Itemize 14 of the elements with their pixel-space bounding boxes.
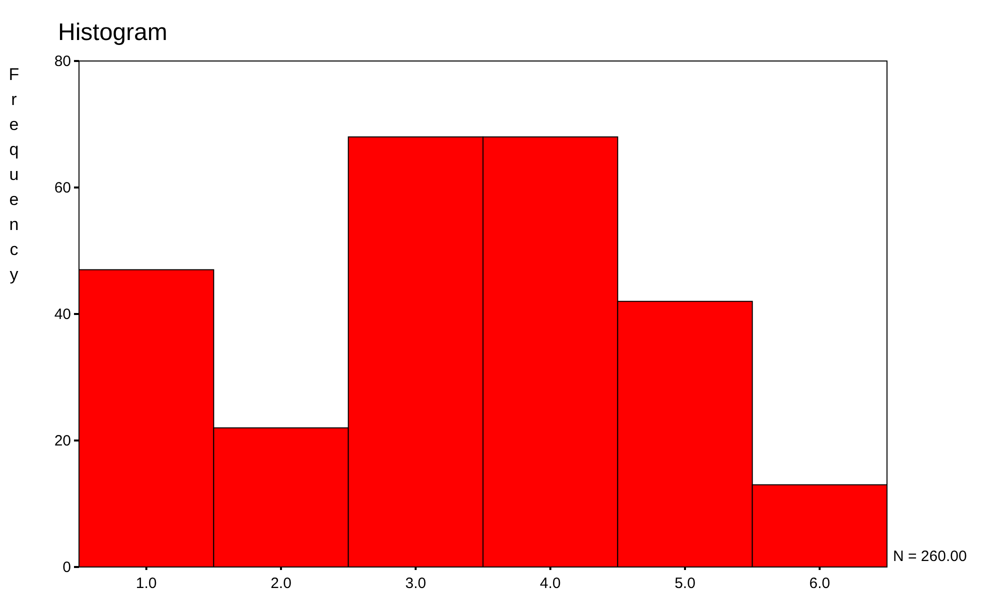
chart-title: Histogram bbox=[58, 19, 168, 46]
y-tick-label: 60 bbox=[54, 179, 71, 196]
y-tick-label: 80 bbox=[54, 52, 71, 70]
x-tick-label: 4.0 bbox=[540, 575, 561, 592]
text: N = 260.00 bbox=[893, 548, 967, 565]
x-tick-label: 1.0 bbox=[136, 575, 157, 592]
y-tick-label: 0 bbox=[62, 558, 71, 576]
x-tick-label: 2.0 bbox=[270, 575, 292, 592]
y-tick-label: 20 bbox=[54, 432, 71, 450]
text: Frequency bbox=[8, 65, 20, 284]
x-tick-label: 6.0 bbox=[809, 575, 830, 592]
y-tick-label: 40 bbox=[54, 306, 71, 323]
x-tick-label: 3.0 bbox=[405, 575, 426, 592]
x-tick-label: 5.0 bbox=[674, 575, 696, 592]
